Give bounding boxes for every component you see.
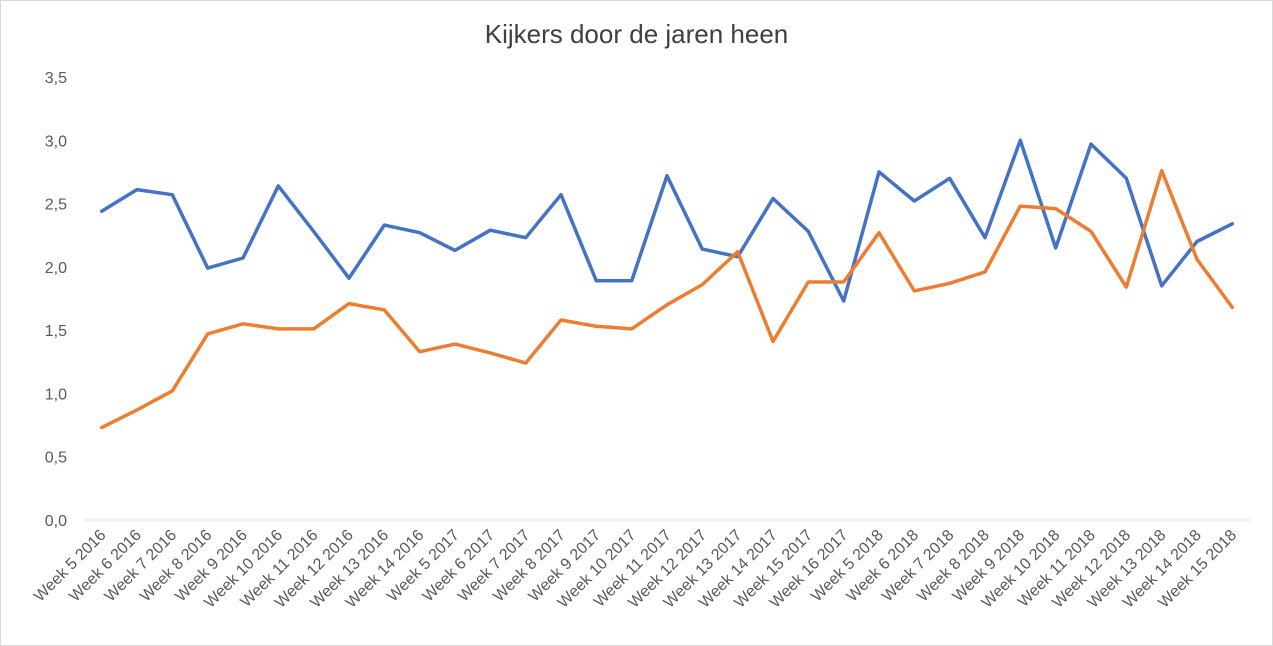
y-tick-label: 3,5 [45,70,67,87]
y-tick-label: 0,5 [45,450,67,467]
y-tick-label: 0,0 [45,513,67,530]
y-tick-label: 2,0 [45,260,67,277]
y-tick-label: 3,0 [45,133,67,150]
chart-title: Kijkers door de jaren heen [484,19,789,49]
y-tick-label: 1,5 [45,323,67,340]
y-tick-label: 2,5 [45,197,67,214]
y-tick-label: 1,0 [45,386,67,403]
series-line-2 [99,168,1235,430]
series-line-1 [99,138,1235,303]
y-axis-tick-labels: 0,0 0,5 1,0 1,5 2,0 2,5 3,0 3,5 [45,70,67,530]
series-lines [99,138,1235,430]
